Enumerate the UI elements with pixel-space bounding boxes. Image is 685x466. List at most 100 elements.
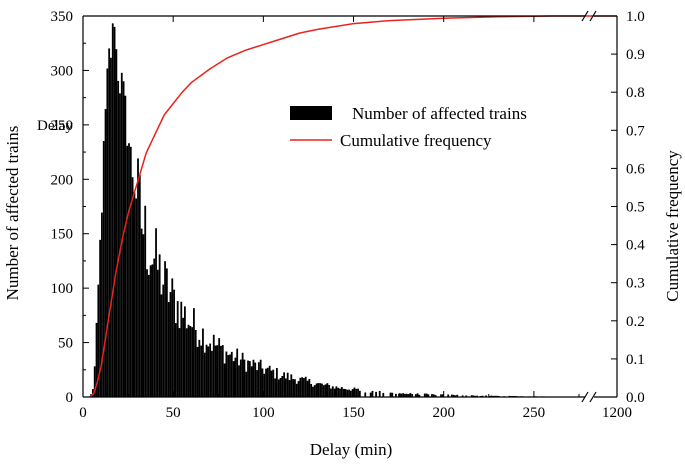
histogram-bar (103, 141, 105, 397)
histogram-bar (200, 346, 202, 397)
y2-tick-label: 0.4 (626, 238, 645, 254)
histogram-bar (370, 393, 372, 397)
y2-tick-label: 0.8 (626, 85, 645, 101)
histogram-bar (312, 387, 314, 397)
histogram-bar (271, 371, 273, 397)
histogram-bar (348, 390, 350, 397)
delay-annotation: Delay (37, 118, 73, 134)
histogram-bar (357, 389, 359, 397)
histogram-bar (249, 361, 251, 397)
histogram-bar (231, 352, 233, 397)
histogram-bar (285, 378, 287, 397)
histogram-bar (339, 389, 341, 397)
histogram-bar (323, 385, 325, 397)
histogram-bar (254, 363, 256, 397)
histogram-bar (115, 49, 117, 397)
histogram-bar (164, 261, 166, 397)
histogram-bar (204, 353, 206, 397)
histogram-bar (110, 58, 112, 397)
histogram-bar (316, 384, 318, 397)
y-axis-title: Number of affected trains (3, 126, 22, 301)
y2-tick-label: 0.0 (626, 390, 645, 406)
histogram-bar (280, 378, 282, 397)
histogram-bar (334, 389, 336, 397)
histogram-bar (287, 373, 289, 397)
histogram-bar (207, 346, 209, 397)
histogram-bar (162, 285, 164, 397)
histogram-bar (294, 379, 296, 397)
histogram-bar (350, 391, 352, 397)
x-axis-title: Delay (min) (310, 440, 393, 459)
y-tick-label: 0 (66, 390, 74, 406)
x-tick-label: 0 (79, 405, 87, 421)
histogram-bar (355, 389, 357, 397)
histogram-bar (330, 389, 332, 397)
histogram-bar (108, 48, 110, 397)
histogram-bar (390, 393, 392, 397)
histogram-bar (216, 345, 218, 397)
histogram-bar (227, 355, 229, 397)
y-tick-label: 100 (51, 281, 74, 297)
histogram-bar (372, 391, 374, 397)
y2-axis-title: Cumulative frequency (663, 150, 682, 302)
histogram-bar (153, 259, 155, 397)
histogram-bar (251, 366, 253, 397)
histogram-bar (215, 346, 217, 397)
histogram-bar (220, 346, 222, 397)
x-tick-label: 50 (166, 405, 181, 421)
histogram-bar (364, 392, 366, 397)
histogram-bar (182, 318, 184, 397)
histogram-bar (321, 384, 323, 397)
histogram-bar (114, 27, 116, 397)
histogram-bar (197, 347, 199, 397)
histogram-bar (112, 23, 114, 397)
histogram-bar (258, 362, 260, 397)
histogram-bar (193, 308, 195, 397)
histogram-bar (168, 302, 170, 397)
histogram-bar (235, 358, 237, 397)
y-tick-label: 200 (51, 172, 74, 188)
histogram-bar (137, 158, 139, 397)
histogram-bar (139, 175, 141, 397)
histogram-bar (332, 386, 334, 397)
histogram-bar (191, 327, 193, 397)
histogram-bar (236, 349, 238, 397)
histogram-bar (278, 379, 280, 397)
histogram-bar (240, 360, 242, 397)
histogram-bar (253, 360, 255, 397)
histogram-bar (343, 389, 345, 397)
histogram-bar (325, 384, 327, 397)
histogram-bar (305, 377, 307, 397)
histogram-bar (222, 345, 224, 397)
x-tick-label: 250 (523, 405, 546, 421)
histogram-bar (303, 378, 305, 397)
histogram-bar (213, 335, 215, 397)
histogram-bar (173, 290, 175, 397)
histogram-bar (170, 292, 172, 397)
histogram-bar (105, 109, 107, 397)
histogram-bar (159, 254, 161, 397)
y2-tick-label: 0.9 (626, 47, 645, 63)
histogram-bar (134, 193, 136, 397)
histogram-bar (130, 147, 132, 397)
histogram-bar (124, 96, 126, 397)
histogram-bar (117, 81, 119, 397)
x-tick-label: 100 (252, 405, 275, 421)
histogram-bars (90, 23, 568, 397)
histogram-bar (267, 368, 269, 397)
histogram-bar (319, 383, 321, 397)
histogram-bar (180, 302, 182, 397)
x-tick-label: 200 (432, 405, 455, 421)
histogram-bar (272, 370, 274, 397)
histogram-bar (281, 376, 283, 397)
histogram-bar (276, 368, 278, 397)
histogram-bar (283, 372, 285, 397)
y2-tick-label: 0.6 (626, 161, 645, 177)
histogram-bar (292, 379, 294, 397)
histogram-bar (391, 393, 393, 397)
histogram-bar (132, 177, 134, 397)
histogram-bar (247, 361, 249, 397)
histogram-bar (135, 198, 137, 397)
